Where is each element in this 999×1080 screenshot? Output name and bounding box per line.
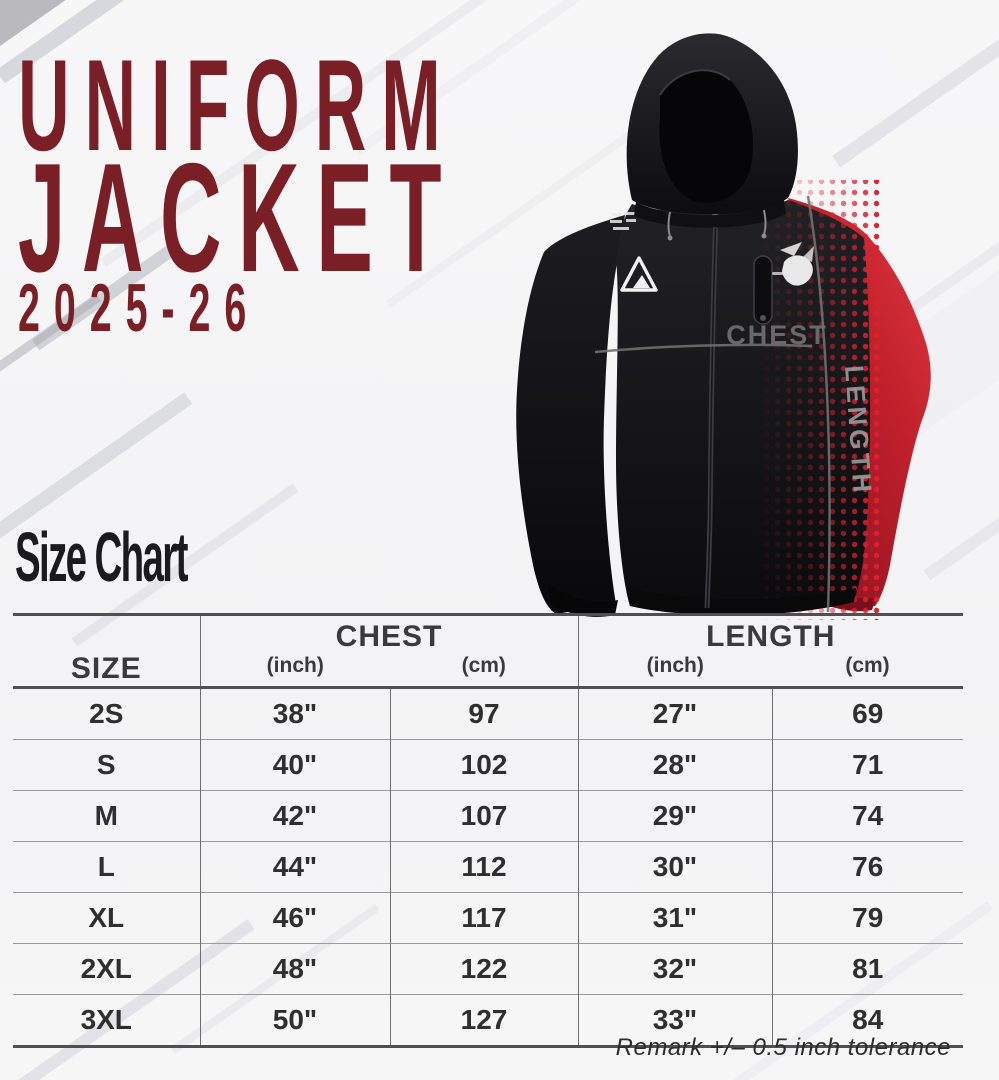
length-cm-cell: 76 [771,841,964,893]
length-cm-cell: 74 [771,790,964,842]
size-cell: 2XL [13,943,200,995]
grunge-mark [354,0,606,156]
pocket-zip-pull [760,315,766,321]
grunge-mark [0,0,177,84]
grunge-mark [0,392,193,542]
chest-annotation: CHEST [726,320,828,350]
size-cell: XL [13,892,200,944]
poster-title-line2: JACKET [18,131,459,304]
length-cm-cell: 71 [771,739,964,791]
length-inch-cell: 29" [577,790,772,842]
grunge-mark [832,0,999,168]
column-group-chest: CHEST [335,620,443,653]
length-cm-cell: 69 [771,687,964,740]
chest-cm-cell: 107 [389,790,578,842]
chest-measure-line [594,343,813,354]
chest-cm-cell: 122 [389,943,578,995]
remark-note: Remark +/– 0.5 inch tolerance [615,1034,951,1061]
size-chart-heading: Size Chart [15,518,188,596]
length-cm-cell: 84 [771,994,964,1047]
size-cell: M [13,790,200,842]
subheader-chest-inch: (inch) [200,654,390,689]
size-cell: 3XL [13,994,200,1047]
grunge-mark [0,293,102,376]
chest-cm-cell: 112 [389,841,578,893]
jacket-photo: CHEST LENGTH [516,33,931,620]
size-chart-table: SIZE CHEST LENGTH (inch) (cm) (inch) (cm… [13,613,964,1048]
chest-inch-cell: 38" [199,687,390,740]
length-inch-cell: 31" [577,892,772,944]
hood-opening [659,70,754,203]
jacket-hem [628,588,856,616]
grunge-mark [71,483,299,647]
chest-cm-cell: 97 [389,687,578,740]
length-inch-cell: 28" [577,739,772,791]
size-row: 2XL 48" 122 32" 81 [13,943,964,995]
collar [634,200,786,228]
halftone-pattern [756,180,881,620]
size-cell: 2S [89,698,124,729]
chest-inch-cell: 40" [199,739,390,791]
subheader-chest-cm: (cm) [390,654,578,689]
hood-brim-highlight [659,69,731,96]
size-row: M 42" 107 29" 74 [13,790,964,842]
column-group-length: LENGTH [577,614,964,654]
hood-drawcords [667,209,767,241]
poster-title-line1: UNIFORM [18,32,456,178]
size-row: S 40" 102 28" 71 [13,739,964,791]
length-cm-cell: 81 [771,943,964,995]
jacket-left-cuff [548,584,618,617]
chest-inch-cell: 44" [199,841,390,893]
triangle-brand-logo-icon [620,256,658,292]
grunge-mark [0,0,96,54]
chest-inch-cell: 50" [199,994,390,1047]
chest-inch-cell: 42" [199,790,390,842]
length-measure-line [806,195,831,613]
chest-cm-cell: 117 [389,892,578,944]
shoulder-print-marks [610,212,638,230]
chest-cm-cell: 127 [389,994,578,1047]
size-row: 2S 38" 97 27" 69 [13,687,964,740]
chest-inch-cell: 46" [199,892,390,944]
chest-cm-cell: 102 [389,739,578,791]
size-row: 3XL 50" 127 33" 84 [13,994,964,1047]
length-inch-cell: 27" [577,687,772,740]
subheader-length-inch: (inch) [577,654,772,689]
size-cell: L [13,841,200,893]
size-row: L 44" 112 30" 76 [13,841,964,893]
chest-pocket-zip [753,255,773,325]
grunge-mark [100,0,516,267]
jacket-left-sleeve [516,215,625,614]
hornet-logo-icon [772,242,814,286]
column-header-size: SIZE [13,614,201,689]
length-cm-cell: 79 [771,892,964,944]
length-inch-cell: 30" [577,841,772,893]
season-label: 2025-26 [18,270,261,346]
subheader-length-cm: (cm) [772,654,964,689]
length-inch-cell: 33" [577,994,772,1047]
zipper-teeth [706,213,717,609]
size-row: XL 46" 117 31" 79 [13,892,964,944]
length-inch-cell: 32" [577,943,772,995]
size-cell: S [13,739,200,791]
chest-inch-cell: 48" [199,943,390,995]
grunge-mark [876,74,999,336]
